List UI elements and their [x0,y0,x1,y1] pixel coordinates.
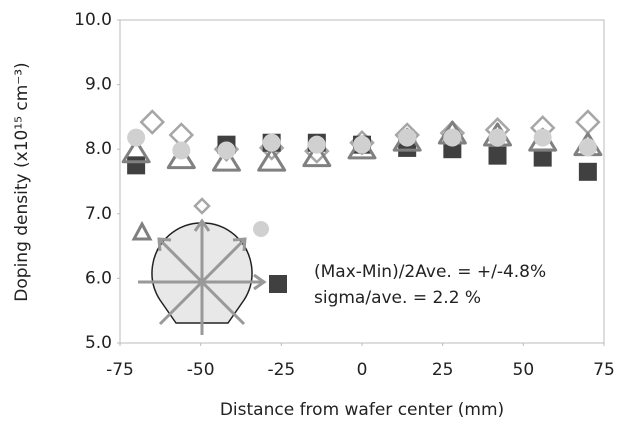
y-tick-label: 9.0 [85,75,112,95]
x-tick-label: 0 [357,360,368,380]
legend-marker [195,199,209,213]
data-point [141,111,163,133]
legend-marker [269,275,287,293]
data-point [217,141,235,159]
data-point [489,147,507,165]
x-tick-label: 75 [593,360,615,380]
data-point [443,129,461,147]
data-point [263,134,281,152]
data-point [489,129,507,147]
y-tick-label: 6.0 [85,268,112,288]
y-tick-label: 8.0 [85,139,112,159]
x-tick-label: 50 [513,360,535,380]
wafer-inset [134,199,287,335]
y-tick-label: 10.0 [74,10,112,30]
x-tick-label: -25 [267,360,295,380]
data-point [308,136,326,154]
chart: (Max-Min)/2Ave. = +/-4.8% sigma/ave. = 2… [0,0,624,423]
y-axis-label: Doping density (x10¹⁵ cm⁻³) [12,62,32,301]
legend-marker [134,224,150,239]
x-tick-label: 25 [432,360,454,380]
annotation: (Max-Min)/2Ave. = +/-4.8% [314,262,546,282]
page: {"chart_data": {"type": "scatter", "x_la… [0,0,624,423]
data-point [398,129,416,147]
data-point [172,141,190,159]
y-tick-label: 5.0 [85,333,112,353]
legend-marker [253,221,269,237]
data-point [579,163,597,181]
data-point [127,156,145,174]
data-point [127,129,145,147]
data-point [353,136,371,154]
x-axis-label: Distance from wafer center (mm) [220,400,504,420]
annotation: sigma/ave. = 2.2 % [314,288,481,308]
x-tick-label: -50 [187,360,215,380]
data-point [577,111,599,133]
y-tick-label: 7.0 [85,204,112,224]
x-tick-label: -75 [106,360,134,380]
data-point [534,129,552,147]
data-point [579,138,597,156]
